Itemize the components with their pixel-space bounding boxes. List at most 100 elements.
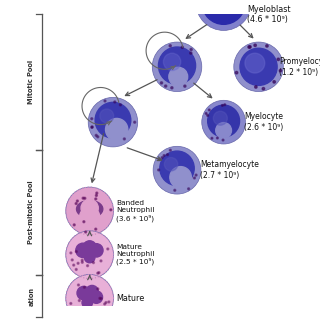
Text: Post-mitotic Pool: Post-mitotic Pool [28,180,34,244]
Circle shape [169,45,171,47]
Circle shape [82,297,92,308]
Circle shape [84,197,86,199]
Circle shape [221,105,223,106]
Circle shape [248,46,250,48]
Circle shape [161,157,163,159]
Text: Promyelocyte
(1.2 * 10⁹): Promyelocyte (1.2 * 10⁹) [279,57,320,76]
Circle shape [153,146,201,194]
Text: Mitotic Pool: Mitotic Pool [28,60,34,104]
Circle shape [254,44,256,46]
Circle shape [73,224,75,226]
Circle shape [76,200,78,202]
Circle shape [255,86,257,88]
Circle shape [77,284,79,286]
Circle shape [77,286,90,300]
Circle shape [277,58,280,60]
Text: Mature
Neutrophil
(2.5 * 10⁹): Mature Neutrophil (2.5 * 10⁹) [116,244,154,266]
Circle shape [95,228,97,230]
Circle shape [160,151,194,186]
Circle shape [83,245,90,252]
Circle shape [100,298,102,300]
Circle shape [169,67,188,86]
Ellipse shape [76,200,103,218]
Circle shape [71,259,73,261]
Circle shape [104,100,106,102]
Circle shape [75,203,77,204]
Circle shape [97,136,99,138]
Text: Banded
Neutrophil
(3.6 * 10⁹): Banded Neutrophil (3.6 * 10⁹) [116,200,154,222]
Text: Metamyelocyte
(2.7 * 10⁹): Metamyelocyte (2.7 * 10⁹) [200,161,259,180]
Circle shape [110,209,112,211]
Circle shape [213,111,227,125]
Circle shape [166,154,168,156]
Circle shape [82,310,84,312]
Circle shape [158,159,160,161]
Circle shape [245,53,265,73]
Circle shape [266,45,268,47]
Circle shape [95,195,97,196]
Circle shape [273,81,276,83]
Circle shape [100,109,114,123]
Circle shape [81,261,83,263]
Circle shape [235,71,238,74]
Circle shape [171,87,173,89]
Circle shape [76,243,90,258]
Circle shape [190,52,192,54]
Circle shape [205,113,207,114]
Circle shape [208,109,210,111]
Circle shape [164,53,181,70]
Circle shape [184,85,186,87]
Circle shape [224,104,226,106]
Circle shape [216,123,231,138]
Circle shape [77,309,79,311]
Circle shape [76,251,77,252]
Circle shape [158,47,196,84]
Circle shape [98,272,100,274]
Circle shape [100,260,102,262]
Circle shape [91,126,93,128]
Circle shape [96,192,98,194]
Circle shape [160,82,163,84]
Circle shape [262,87,265,90]
Circle shape [83,289,90,296]
Circle shape [82,197,84,199]
Circle shape [107,248,109,250]
Circle shape [104,303,106,305]
Circle shape [91,126,93,128]
Circle shape [105,301,107,303]
Circle shape [207,115,209,116]
Circle shape [234,42,283,92]
Circle shape [81,259,83,261]
Circle shape [163,155,165,156]
Circle shape [202,0,245,24]
Circle shape [77,262,79,264]
Circle shape [221,0,232,11]
Circle shape [174,189,176,191]
Circle shape [84,316,86,318]
Circle shape [66,275,114,320]
Circle shape [88,97,138,147]
Circle shape [195,174,197,176]
Circle shape [240,48,277,85]
Circle shape [169,149,171,151]
Circle shape [152,42,202,92]
Circle shape [84,286,85,288]
Circle shape [217,137,218,139]
Circle shape [66,187,114,235]
Circle shape [207,0,226,5]
Circle shape [92,262,94,264]
Circle shape [70,302,72,304]
Circle shape [108,301,110,303]
Circle shape [134,121,136,123]
Circle shape [188,188,189,190]
Circle shape [158,169,160,171]
Circle shape [164,85,167,87]
Circle shape [83,221,85,223]
Circle shape [90,291,102,303]
Circle shape [164,157,178,171]
Circle shape [73,264,75,266]
Circle shape [80,207,100,227]
Circle shape [106,118,128,141]
Circle shape [222,139,224,141]
Circle shape [78,300,80,301]
